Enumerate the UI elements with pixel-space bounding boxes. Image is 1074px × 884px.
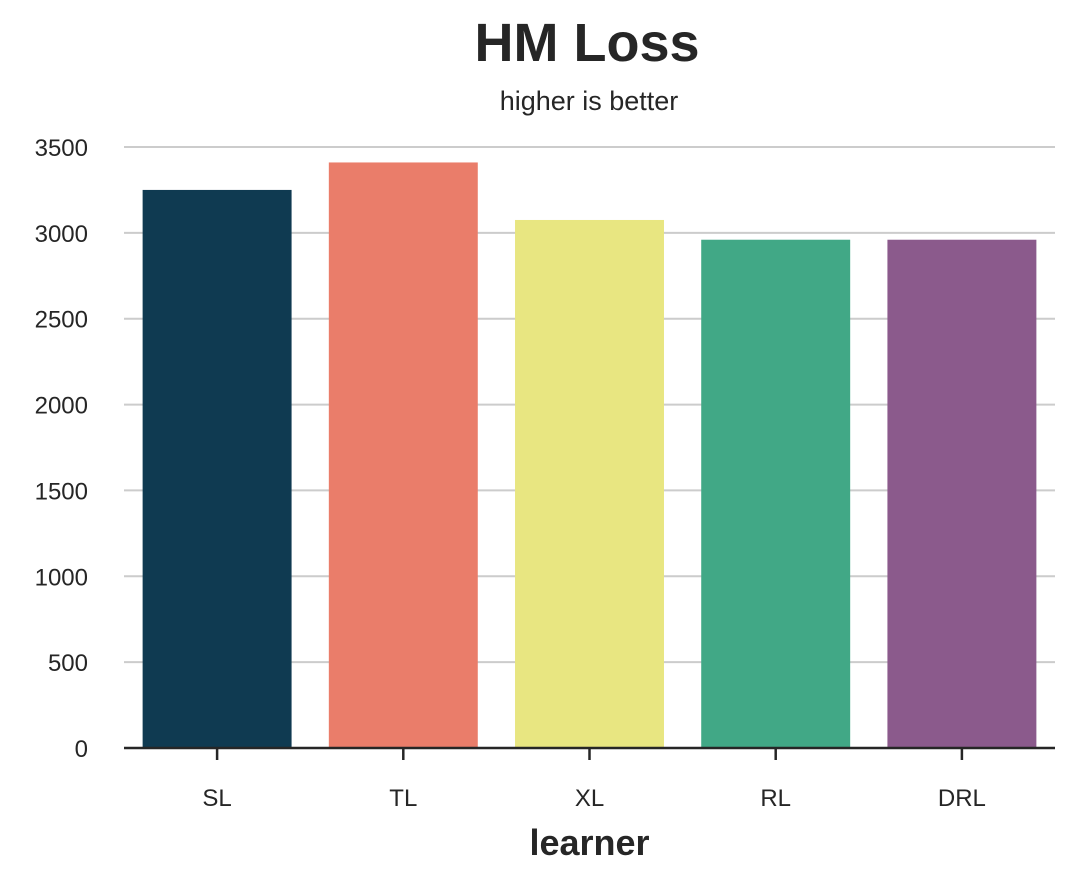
axes: 0 500 1000 1500 2000 2500 3000 3500 SL TL XL RL DRL	[35, 135, 1055, 812]
x-tick-label: RL	[760, 785, 791, 812]
y-tick-label: 1500	[35, 478, 88, 505]
bar-tl	[328, 162, 478, 748]
bar-drl	[887, 239, 1037, 748]
chart-title: HM Loss	[474, 13, 700, 73]
y-tick-label: 2500	[35, 307, 88, 334]
chart-subtitle: higher is better	[499, 86, 679, 116]
x-tick-label: XL	[575, 785, 604, 812]
x-tick-label: DRL	[938, 785, 986, 812]
y-tick-label: 3000	[35, 221, 88, 248]
y-tick-label: 2000	[35, 393, 88, 420]
y-tick-label: 0	[75, 736, 88, 763]
bar-rl	[701, 239, 851, 748]
bar-sl	[142, 189, 292, 748]
y-tick-label: 3500	[35, 135, 88, 162]
x-axis-label: learner	[529, 822, 649, 863]
x-tick-label: TL	[389, 785, 417, 812]
y-tick-label: 1000	[35, 564, 88, 591]
y-tick-label: 500	[48, 650, 88, 677]
bar-xl	[515, 219, 664, 748]
x-tick-label: SL	[202, 785, 231, 812]
bars	[142, 162, 1037, 748]
